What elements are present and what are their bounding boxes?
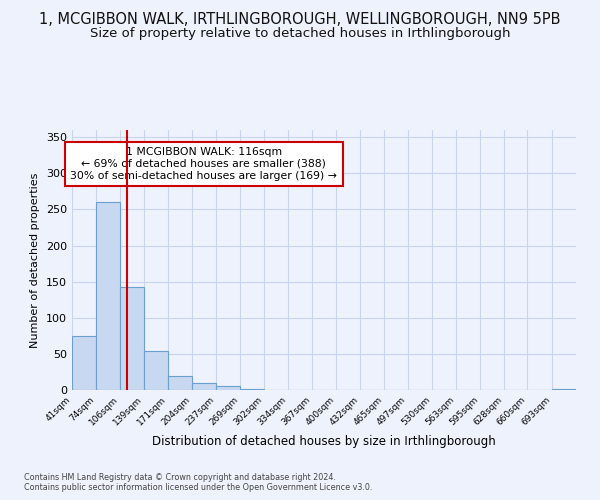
Text: 1 MCGIBBON WALK: 116sqm
← 69% of detached houses are smaller (388)
30% of semi-d: 1 MCGIBBON WALK: 116sqm ← 69% of detache…	[70, 148, 337, 180]
Text: 1, MCGIBBON WALK, IRTHLINGBOROUGH, WELLINGBOROUGH, NN9 5PB: 1, MCGIBBON WALK, IRTHLINGBOROUGH, WELLI…	[39, 12, 561, 28]
Text: Size of property relative to detached houses in Irthlingborough: Size of property relative to detached ho…	[90, 28, 510, 40]
Bar	[96, 202, 120, 390]
Bar	[192, 383, 216, 390]
Bar	[144, 351, 167, 390]
Bar	[120, 288, 144, 390]
Y-axis label: Number of detached properties: Number of detached properties	[31, 172, 40, 348]
Bar	[72, 336, 96, 390]
Text: Contains HM Land Registry data © Crown copyright and database right 2024.
Contai: Contains HM Land Registry data © Crown c…	[24, 473, 373, 492]
Bar	[216, 386, 240, 390]
X-axis label: Distribution of detached houses by size in Irthlingborough: Distribution of detached houses by size …	[152, 436, 496, 448]
Bar	[240, 388, 264, 390]
Bar	[167, 376, 192, 390]
